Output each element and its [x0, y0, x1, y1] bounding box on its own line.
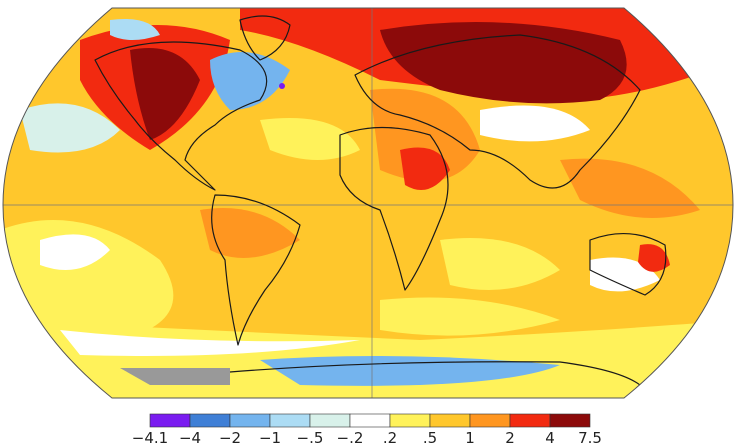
- coastline: [354, 34, 641, 189]
- region: [260, 118, 360, 160]
- legend-label: −1: [259, 429, 281, 446]
- region: [279, 83, 285, 89]
- region: [560, 158, 700, 218]
- legend-swatch: [349, 413, 391, 428]
- region: [480, 105, 590, 142]
- region: [130, 48, 200, 140]
- map: [3, 8, 733, 398]
- legend-swatch: [309, 413, 351, 428]
- legend-label: 1: [465, 429, 475, 446]
- legend-label: −4: [179, 429, 201, 446]
- legend-label: 7.5: [578, 429, 602, 446]
- legend-swatch: [149, 413, 191, 428]
- legend-swatch: [269, 413, 311, 428]
- color-legend: −4.1 −4 −2 −1 −.5 −.2 .2 .5 1 2 4 7.5: [132, 413, 602, 446]
- legend-label: .5: [423, 429, 437, 446]
- legend-swatch: [469, 413, 511, 428]
- legend-label: .2: [383, 429, 397, 446]
- legend-label: 4: [545, 429, 555, 446]
- legend-swatch: [429, 413, 471, 428]
- legend-label: −2: [219, 429, 241, 446]
- legend-swatch: [229, 413, 271, 428]
- coastline: [239, 15, 291, 61]
- region: [110, 19, 160, 40]
- region: [120, 368, 230, 385]
- coastline: [339, 126, 449, 291]
- coastline: [211, 194, 301, 346]
- region: [400, 147, 450, 190]
- legend-swatch: [549, 413, 591, 428]
- region: [20, 103, 120, 153]
- legend-swatch: [389, 413, 431, 428]
- legend-label: −.5: [297, 429, 324, 446]
- map-outline: [2, 7, 734, 399]
- region: [200, 208, 300, 258]
- legend-swatch: [509, 413, 551, 428]
- coastline: [229, 361, 641, 386]
- region: [260, 356, 560, 386]
- legend-label: −4.1: [132, 429, 168, 446]
- region: [380, 297, 560, 336]
- region: [60, 330, 360, 356]
- region: [370, 88, 480, 182]
- region: [210, 52, 290, 110]
- coastline: [589, 232, 667, 296]
- legend-label: −.2: [337, 429, 364, 446]
- region: [440, 238, 560, 290]
- region: [380, 22, 627, 104]
- legend-swatch: [189, 413, 231, 428]
- region: [40, 234, 110, 270]
- coastline: [94, 41, 268, 191]
- region: [638, 244, 670, 272]
- legend-label: 2: [505, 429, 515, 446]
